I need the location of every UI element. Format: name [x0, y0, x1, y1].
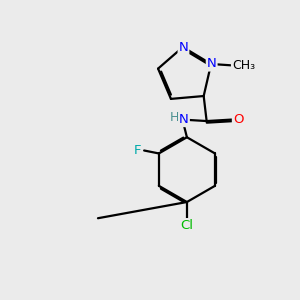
Text: CH₃: CH₃ — [232, 59, 255, 72]
Text: Cl: Cl — [180, 219, 194, 232]
Text: N: N — [179, 113, 189, 126]
Text: N: N — [207, 58, 217, 70]
Text: O: O — [233, 113, 243, 126]
Text: H: H — [169, 111, 179, 124]
Text: F: F — [134, 144, 141, 157]
Text: N: N — [178, 40, 188, 54]
